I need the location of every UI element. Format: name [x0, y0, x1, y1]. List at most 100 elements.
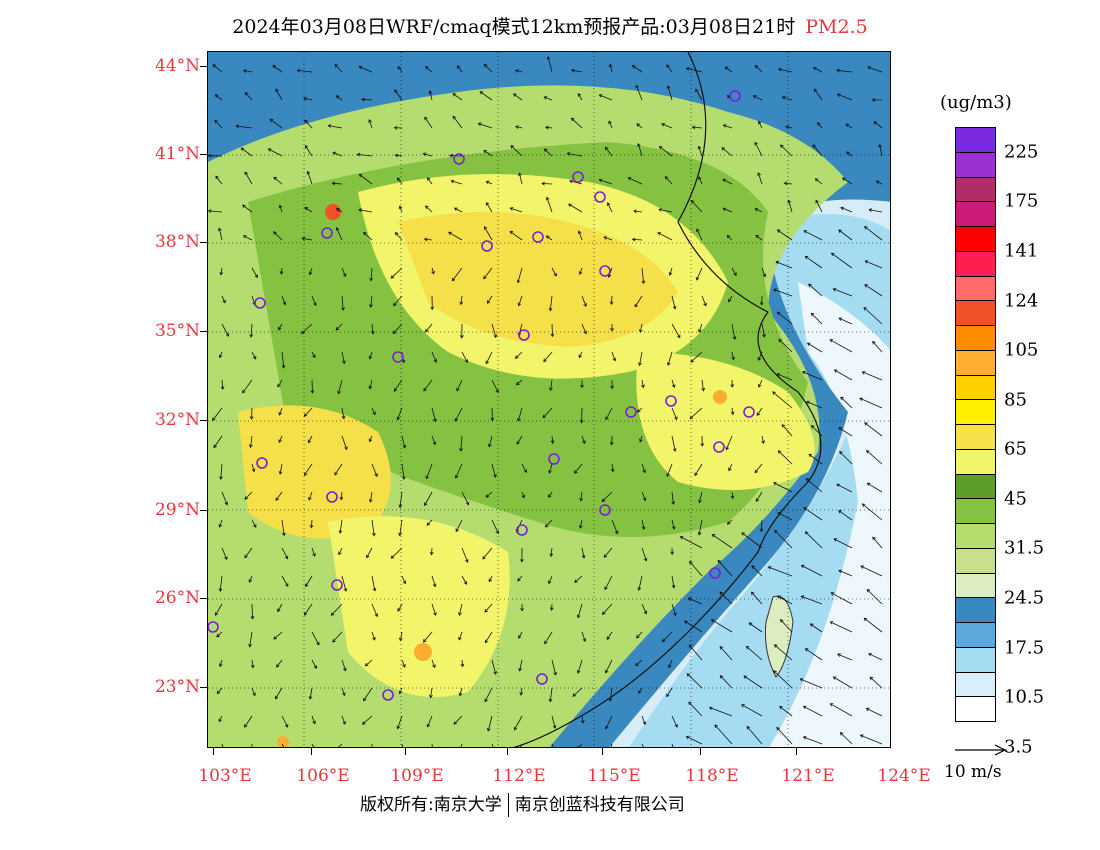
wind-vector [427, 715, 433, 727]
wind-vector-head [208, 153, 212, 158]
wind-vector [604, 575, 613, 590]
wind-vector-head [465, 501, 470, 506]
wind-vector-head [578, 271, 583, 276]
wind-vector [671, 435, 676, 452]
wind-vector-head [212, 64, 217, 68]
wind-vector [636, 123, 643, 129]
wind-vector [339, 519, 343, 534]
wind-vector-head [396, 725, 401, 730]
wind-vector [838, 317, 853, 325]
wind-vector-head [303, 611, 308, 616]
wind-vector [304, 119, 313, 129]
wind-vector-head [832, 676, 837, 680]
wind-vector-head [754, 208, 759, 212]
wind-vector-head [208, 209, 212, 213]
city-marker [594, 191, 606, 203]
longitude-label: 121°E [781, 766, 835, 786]
wind-vector-head [278, 411, 282, 416]
wind-vector-head [396, 177, 401, 182]
wind-vector [305, 575, 313, 587]
wind-vector [278, 323, 283, 331]
wind-vector-head [572, 693, 577, 697]
wind-vector-head [609, 441, 614, 446]
wind-vector-head [755, 234, 759, 239]
wind-vector [517, 267, 523, 283]
wind-vector-head [802, 705, 807, 710]
wind-vector-head [694, 472, 698, 477]
wind-vector [636, 631, 643, 639]
wind-vector [833, 538, 853, 549]
wind-vector [275, 687, 283, 700]
wind-vector [276, 659, 283, 668]
wind-vector-head [275, 695, 279, 700]
wind-vector-head [358, 65, 363, 70]
wind-vector [431, 659, 436, 668]
wind-vector-head [331, 181, 336, 186]
wind-vector [605, 659, 613, 673]
wind-vector-head [235, 124, 240, 129]
wind-vector [397, 66, 403, 73]
wind-vector [840, 396, 853, 409]
wind-vector-head [368, 119, 372, 123]
wind-vector-head [732, 336, 737, 340]
wind-vector [517, 575, 523, 582]
wind-vector-head [741, 532, 745, 536]
wind-vector-head [548, 494, 552, 498]
wind-vector-head [578, 354, 583, 359]
wind-vector-head [872, 340, 876, 345]
wind-vector [669, 267, 673, 276]
wind-vector-head [518, 172, 522, 177]
wind-vector-head [308, 271, 313, 276]
wind-vector-head [277, 608, 281, 613]
wind-vector [311, 631, 320, 645]
wind-vector [831, 252, 853, 269]
wind-vector [815, 178, 823, 185]
wind-vector [221, 491, 228, 505]
wind-vector [635, 659, 643, 666]
wind-vector-head [358, 173, 363, 178]
wind-vector [430, 687, 433, 698]
wind-vector [755, 235, 763, 241]
city-marker [709, 567, 721, 579]
wind-vector-head [432, 441, 437, 446]
wind-vector-head [636, 409, 641, 413]
wind-vector [520, 687, 523, 696]
wind-vector-head [542, 414, 547, 419]
wind-vector-head [518, 635, 522, 639]
wind-vector [221, 323, 229, 337]
wind-vector-head [301, 236, 306, 241]
wind-vector [829, 339, 853, 353]
wind-vector [308, 435, 313, 443]
wind-vector [830, 621, 853, 633]
wind-vector-head [668, 272, 673, 276]
wind-vector-head [313, 302, 317, 307]
wind-vector-head [803, 230, 808, 234]
wind-vector [216, 631, 223, 638]
wind-vector-head [695, 88, 699, 93]
wind-vector-head [733, 272, 737, 277]
wind-vector [431, 743, 433, 747]
wind-vector-head [548, 307, 553, 312]
wind-vector-head [861, 503, 866, 507]
wind-vector-head [366, 554, 370, 559]
wind-vector [777, 512, 793, 521]
wind-vector [778, 450, 793, 465]
longitude-tick [213, 748, 214, 755]
wind-vector-head [374, 473, 378, 478]
wind-vector [521, 463, 527, 473]
wind-vector-head [604, 146, 609, 151]
wind-vector [723, 208, 733, 213]
wind-vector [510, 145, 523, 157]
wind-vector [487, 715, 493, 731]
wind-vector [273, 176, 283, 185]
wind-vector-head [397, 608, 401, 612]
wind-vector [671, 715, 678, 728]
wind-vector [628, 177, 643, 185]
wind-vector [761, 435, 764, 444]
wind-vector [838, 229, 853, 241]
wind-vector [478, 123, 493, 129]
wind-vector [864, 226, 883, 241]
wind-vector-head [598, 178, 603, 183]
wind-vector [357, 154, 373, 157]
wind-vector-head [672, 448, 677, 452]
